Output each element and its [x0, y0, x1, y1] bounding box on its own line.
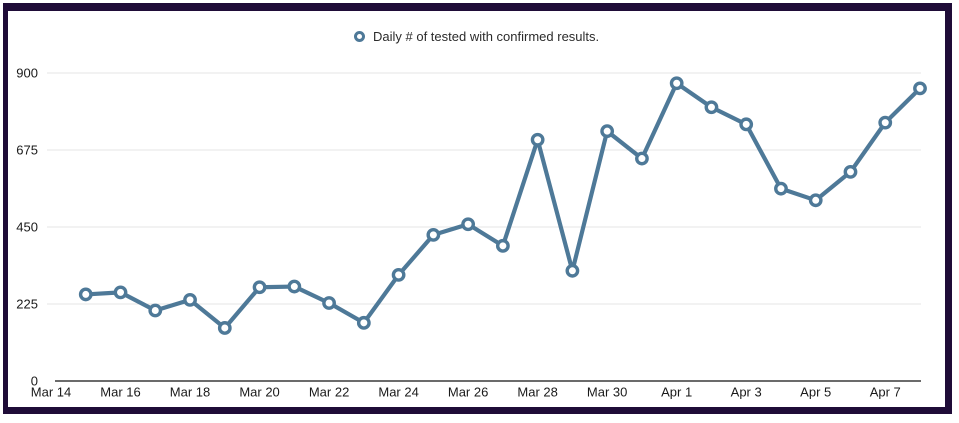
- x-axis-tick-label: Mar 14: [31, 385, 71, 400]
- x-axis-tick-label: Mar 18: [170, 385, 210, 400]
- data-point-marker[interactable]: [78, 287, 93, 302]
- data-point-marker[interactable]: [183, 292, 197, 307]
- x-axis-tick-label: Mar 26: [448, 385, 488, 400]
- data-point-marker[interactable]: [808, 193, 823, 208]
- data-point-marker[interactable]: [565, 263, 580, 278]
- x-axis-tick-label: Apr 1: [661, 385, 692, 400]
- x-axis-tick-label: Mar 20: [239, 385, 279, 400]
- series-legend-label: Daily # of tested with confirmed results…: [373, 28, 600, 44]
- data-point-marker[interactable]: [252, 280, 267, 295]
- x-axis-tick-label: Apr 3: [731, 385, 762, 400]
- data-point-marker[interactable]: [287, 279, 302, 294]
- data-point-marker[interactable]: [843, 165, 858, 179]
- x-axis-tick-label: Mar 28: [517, 385, 557, 400]
- x-axis-tick-label: Mar 16: [100, 385, 140, 400]
- data-point-marker[interactable]: [148, 303, 163, 318]
- data-point-marker[interactable]: [113, 285, 128, 300]
- y-axis-tick-label: 225: [16, 297, 38, 312]
- x-axis-tick-label: Apr 5: [800, 385, 831, 400]
- y-axis-tick-label: 900: [16, 66, 38, 81]
- data-point-marker[interactable]: [739, 117, 754, 132]
- data-point-marker[interactable]: [426, 227, 441, 242]
- y-axis-tick-label: 675: [16, 143, 38, 158]
- data-point-marker[interactable]: [217, 321, 232, 335]
- data-point-marker[interactable]: [774, 181, 788, 196]
- data-point-marker[interactable]: [356, 315, 371, 330]
- data-point-marker[interactable]: [391, 268, 406, 282]
- x-axis-tick-label: Apr 7: [870, 385, 901, 400]
- x-axis-tick-label: Mar 30: [587, 385, 627, 400]
- x-axis-tick-label: Mar 24: [378, 385, 418, 400]
- data-point-marker[interactable]: [530, 132, 545, 147]
- x-axis-tick-label: Mar 22: [309, 385, 349, 400]
- data-point-marker[interactable]: [495, 238, 510, 253]
- y-axis-tick-label: 0: [31, 374, 38, 389]
- data-point-marker[interactable]: [600, 124, 615, 139]
- data-point-marker[interactable]: [913, 81, 927, 96]
- data-point-marker[interactable]: [669, 76, 684, 91]
- data-point-marker[interactable]: [704, 100, 719, 115]
- series-open-circle-icon: [354, 30, 365, 42]
- series-line: [83, 81, 923, 331]
- chart-legend: Daily # of tested with confirmed results…: [354, 28, 599, 44]
- y-axis-tick-label: 450: [16, 220, 38, 235]
- data-point-marker[interactable]: [322, 296, 336, 310]
- data-point-marker[interactable]: [635, 151, 649, 166]
- data-point-marker[interactable]: [461, 217, 476, 232]
- data-point-marker[interactable]: [878, 115, 893, 130]
